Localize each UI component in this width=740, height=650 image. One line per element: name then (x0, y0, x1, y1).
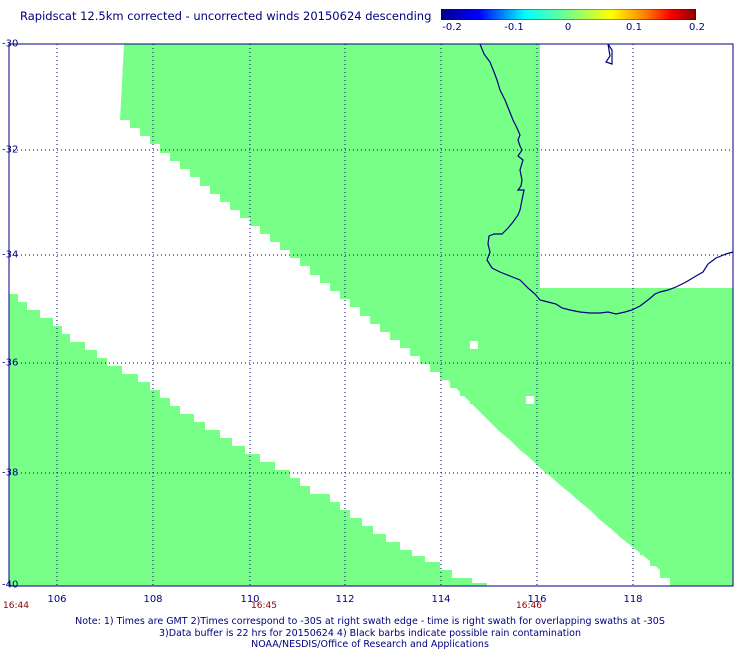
lat-label: -40 (2, 579, 19, 591)
graticule (9, 44, 733, 586)
colorbar-tick: -0.1 (504, 22, 524, 33)
lon-label: 116 (527, 594, 547, 605)
colorbar-tick: 0 (564, 22, 572, 33)
swath-left (9, 294, 487, 586)
lat-label: -34 (2, 249, 19, 261)
swath-time-label: 16:44 (3, 601, 29, 611)
lat-label: -36 (2, 357, 19, 369)
lat-label: -30 (2, 38, 19, 50)
lat-label: -32 (2, 144, 19, 156)
lat-label: -38 (2, 467, 19, 479)
footnote-line-1: Note: 1) Times are GMT 2)Times correspon… (75, 616, 665, 627)
swath-right-upper (124, 44, 733, 578)
map-frame (8, 43, 734, 587)
colorbar-tick: -0.2 (442, 22, 462, 33)
map-title: Rapidscat 12.5km corrected - uncorrected… (20, 9, 432, 23)
lon-label: 114 (431, 594, 451, 605)
footnote-line-2: 3)Data buffer is 22 hrs for 20150624 4) … (159, 628, 581, 639)
colorbar (441, 9, 696, 20)
lon-label: 108 (143, 594, 163, 605)
swath-time-label: 16:46 (516, 601, 542, 611)
lon-label: 110 (240, 594, 260, 605)
colorbar-tick: 0.1 (626, 22, 642, 33)
lon-label: 112 (335, 594, 355, 605)
colorbar-tick: 0.2 (689, 22, 705, 33)
swath-time-label: 16:45 (251, 601, 277, 611)
island-outline (605, 43, 613, 65)
footnote-line-3: NOAA/NESDIS/Office of Research and Appli… (251, 639, 489, 650)
coastline (479, 43, 734, 315)
lon-label: 118 (623, 594, 643, 605)
lon-label: 106 (47, 594, 67, 605)
